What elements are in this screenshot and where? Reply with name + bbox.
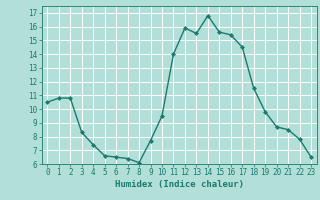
X-axis label: Humidex (Indice chaleur): Humidex (Indice chaleur) xyxy=(115,180,244,189)
